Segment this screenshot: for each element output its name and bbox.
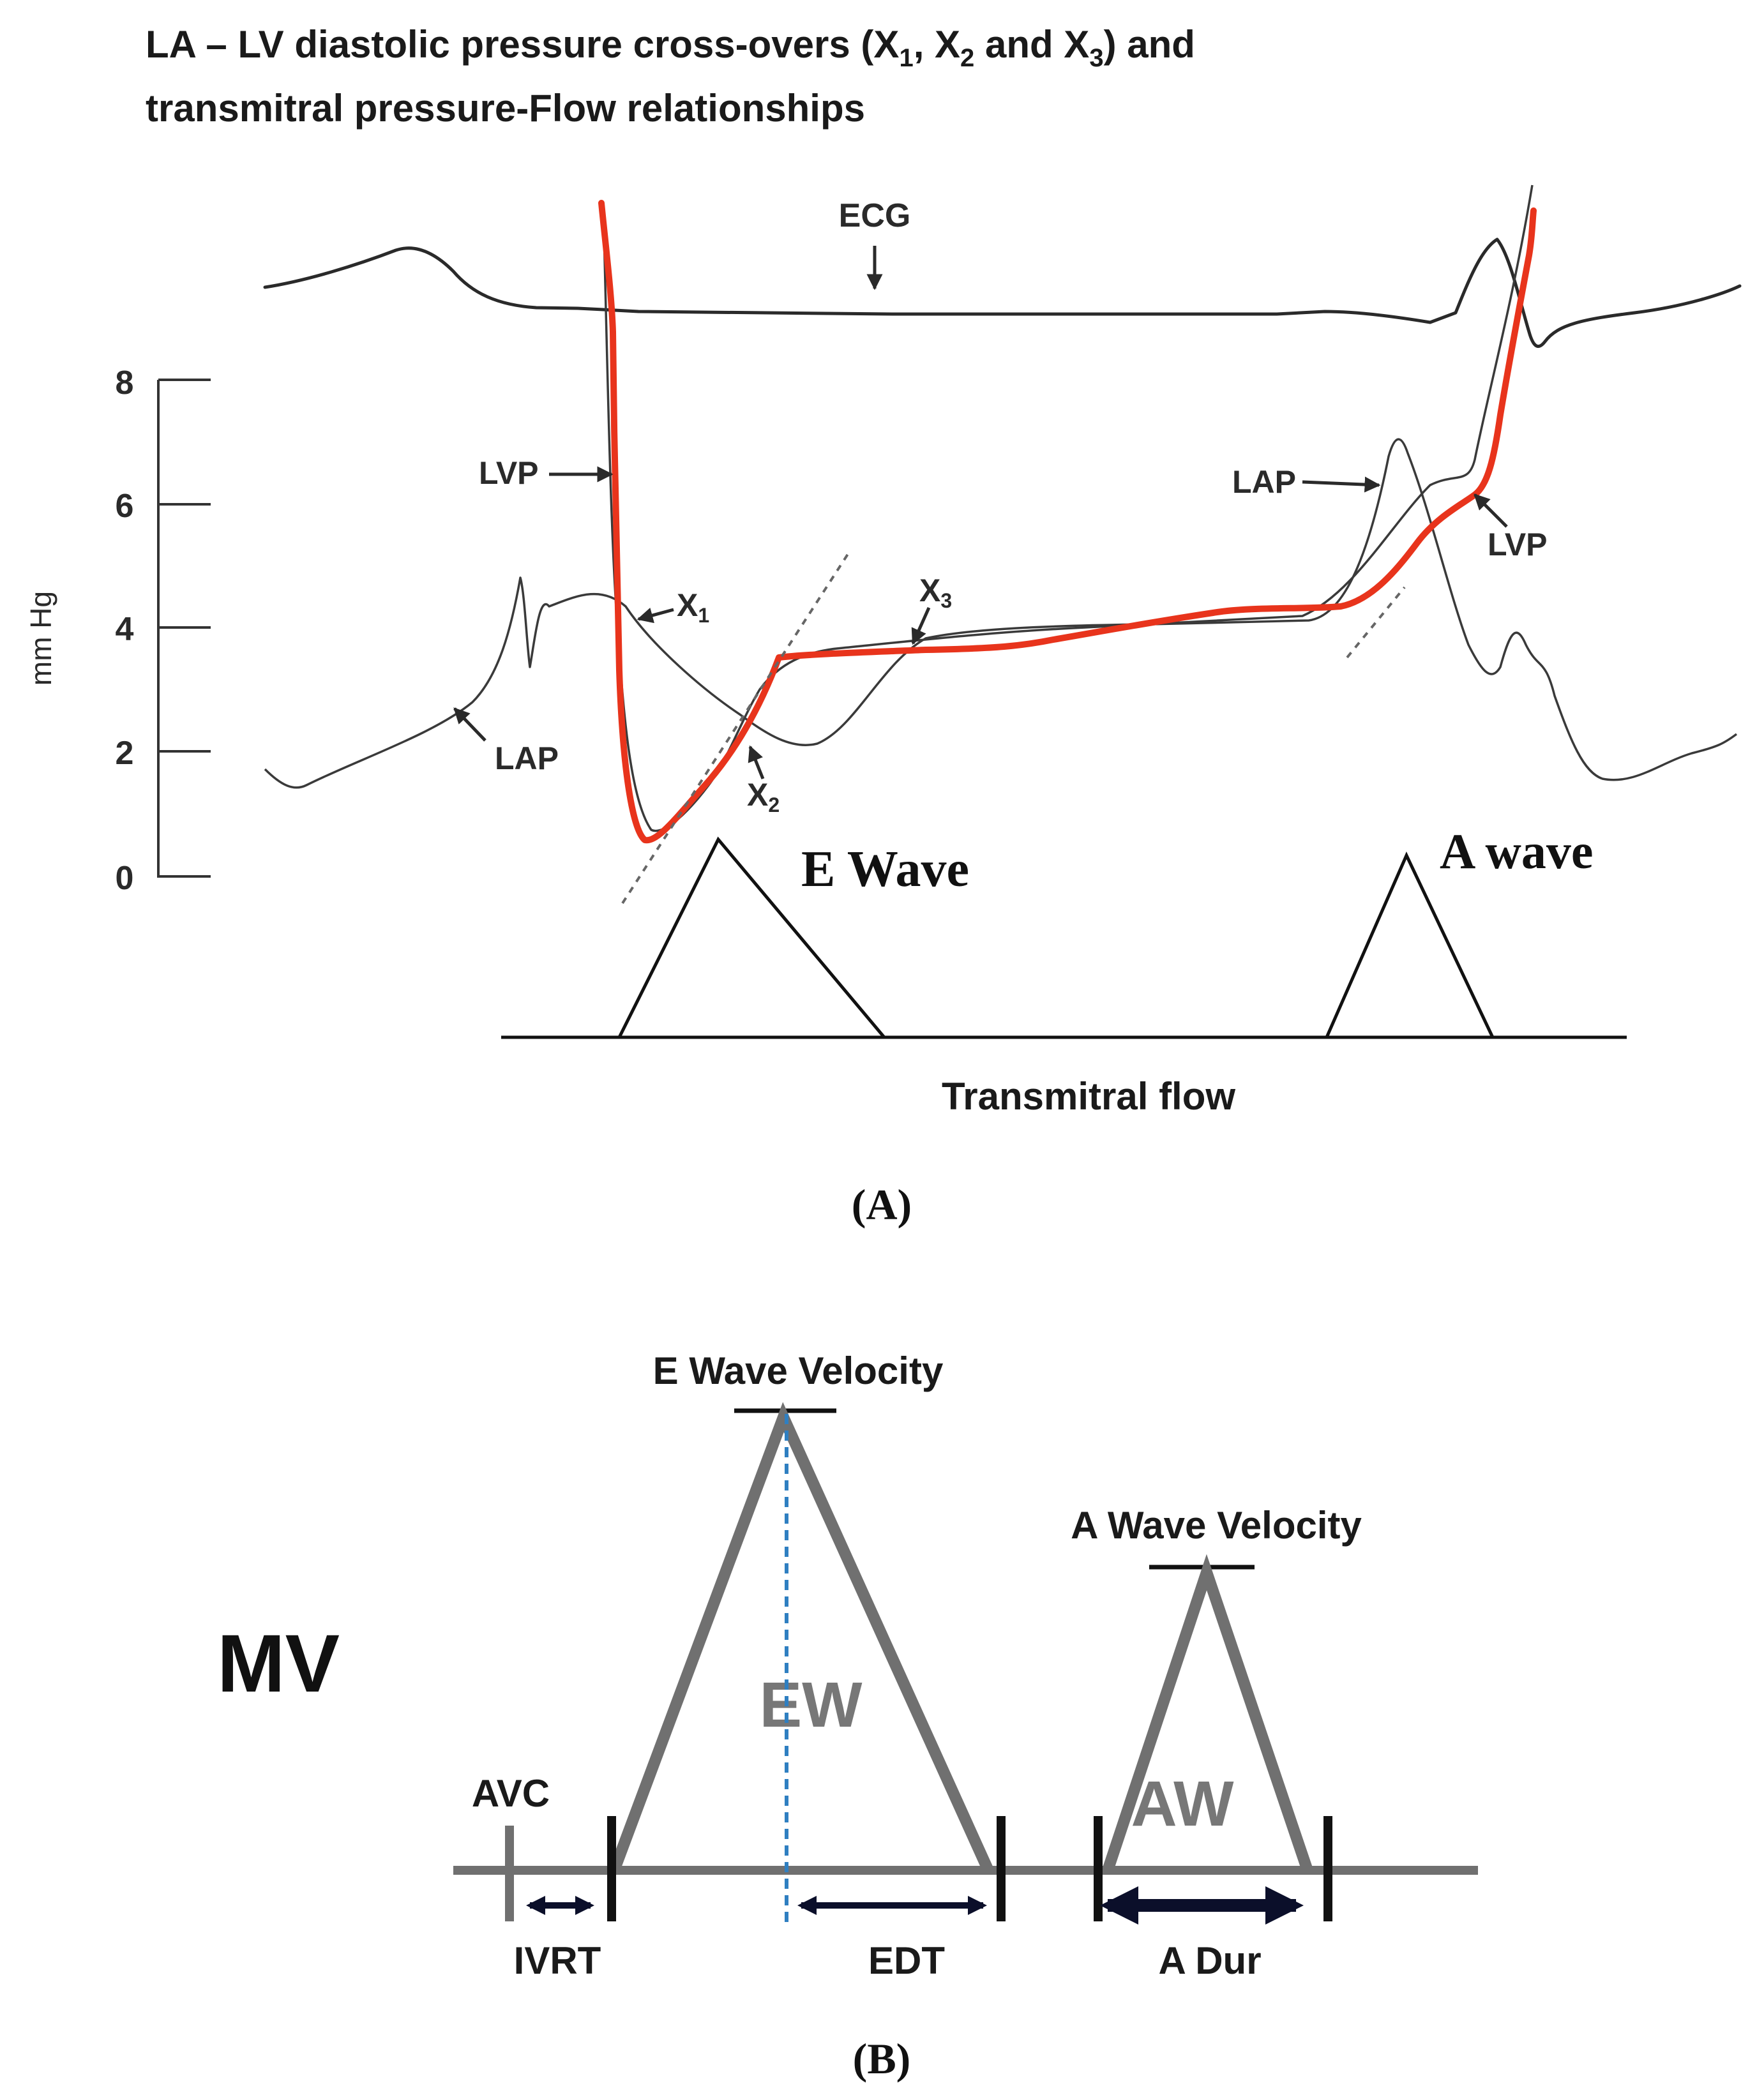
lap-right-arrow <box>1302 476 1381 493</box>
panel-a-title-line1: LA – LV diastolic pressure cross-overs (… <box>146 23 1195 72</box>
lvp-overlay-red <box>598 200 1537 844</box>
e-wave-triangle <box>617 836 886 1039</box>
ecg-trace <box>263 237 1742 348</box>
y-tick-label: 8 <box>116 364 134 402</box>
a-wave-triangle <box>1325 851 1495 1039</box>
y-axis-label: mm Hg <box>24 591 57 686</box>
lvp-left-label: LVP <box>479 455 539 491</box>
y-tick-label: 0 <box>116 860 134 897</box>
edt-label: EDT <box>868 1939 945 1982</box>
lap-left-label: LAP <box>495 740 559 776</box>
ivrt-label: IVRT <box>514 1939 601 1982</box>
a-wave-velocity-label: A Wave Velocity <box>1071 1504 1362 1547</box>
mv-label: MV <box>217 1618 340 1709</box>
lap-trace <box>264 438 1738 789</box>
panel-b-label: (B) <box>853 2034 911 2083</box>
aw-triangle <box>1102 1554 1313 1872</box>
adur-label: A Dur <box>1158 1939 1261 1982</box>
x3-label: X3 <box>919 573 952 612</box>
transmitral-flow-label: Transmitral flow <box>942 1075 1235 1118</box>
y-tick-label: 4 <box>116 611 134 648</box>
ew-triangle <box>608 1402 994 1873</box>
ew-label: EW <box>759 1669 863 1741</box>
panel-a-label: (A) <box>852 1180 912 1229</box>
ecg-label: ECG <box>839 197 911 234</box>
x2-label: X2 <box>747 777 780 816</box>
e-wave-label: E Wave <box>801 841 969 897</box>
x1-label: X1 <box>677 587 709 627</box>
panel-a: LA – LV diastolic pressure cross-overs (… <box>24 23 1742 1229</box>
y-tick-label: 2 <box>116 735 134 772</box>
a-wave-label: A wave <box>1440 823 1593 879</box>
lvp-right-label: LVP <box>1488 527 1548 562</box>
x2-arrow <box>748 745 765 779</box>
y-tick-label: 6 <box>116 488 134 525</box>
e-wave-velocity-label: E Wave Velocity <box>653 1349 944 1392</box>
x1-arrow <box>637 608 674 624</box>
avc-label: AVC <box>472 1772 550 1815</box>
lap-right-label: LAP <box>1232 464 1296 500</box>
lap-left-arrow <box>453 707 486 742</box>
x3-arrow <box>911 606 931 645</box>
aw-label: AW <box>1131 1768 1234 1840</box>
panel-a-title-line2: transmitral pressure-Flow relationships <box>146 87 865 130</box>
panel-b: MV E Wave Velocity A Wave Velocity AVC E… <box>217 1349 1478 2083</box>
lvp-right-arrow <box>1474 493 1508 528</box>
y-axis: 8 6 4 2 0 mm Hg <box>24 364 211 897</box>
tangent-dotted-right <box>1346 586 1406 659</box>
tangent-dotted-left <box>621 551 850 905</box>
